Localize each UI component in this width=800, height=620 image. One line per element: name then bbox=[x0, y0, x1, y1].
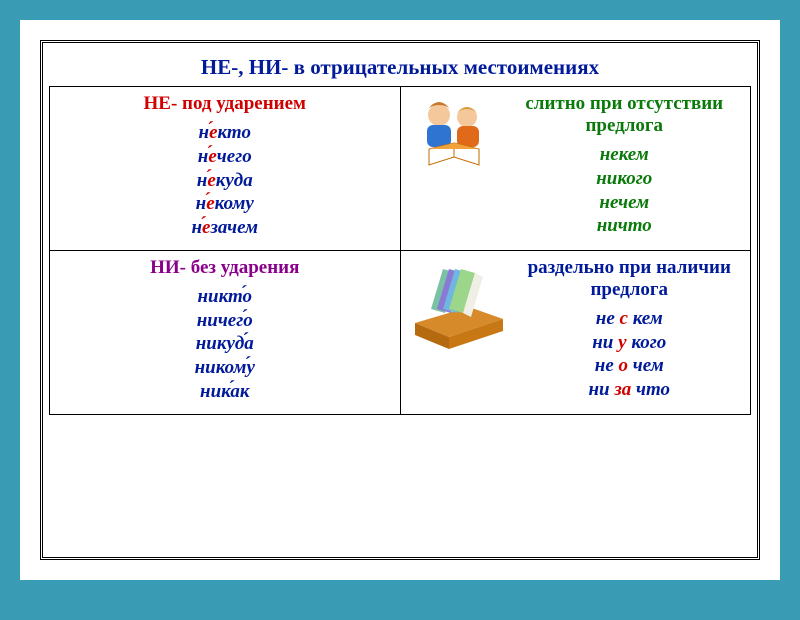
examples-together: некемникогонечемничто bbox=[507, 143, 743, 238]
examples-separate: не с кемни у когоне о чемни за что bbox=[517, 307, 743, 402]
header-ne-stressed: НЕ- под ударением bbox=[58, 93, 392, 115]
header-ni-unstressed: НИ- без ударения bbox=[58, 257, 392, 279]
rules-table: НЕ- под ударением нектонечегонекуданеком… bbox=[49, 86, 751, 415]
header-together: слитно при отсутствии предлога bbox=[507, 93, 743, 137]
slide-card: НЕ-, НИ- в отрицательных местоимениях НЕ… bbox=[20, 20, 780, 580]
books-tray-icon bbox=[409, 257, 509, 357]
examples-ni-unstressed: никтоничегоникуданикомуникак bbox=[58, 285, 392, 404]
main-title: НЕ-, НИ- в отрицательных местоимениях bbox=[49, 49, 751, 86]
children-reading-icon bbox=[409, 93, 499, 183]
examples-ne-stressed: нектонечегонекуданекомунезачем bbox=[58, 121, 392, 240]
cell-ni-unstressed: НИ- без ударения никтоничегоникуданикому… bbox=[50, 250, 401, 414]
cell-separate: раздельно при наличии предлога не с кемн… bbox=[400, 250, 751, 414]
content-frame: НЕ-, НИ- в отрицательных местоимениях НЕ… bbox=[40, 40, 760, 560]
cell-together: слитно при отсутствии предлога некемнико… bbox=[400, 87, 751, 251]
cell-ne-stressed: НЕ- под ударением нектонечегонекуданеком… bbox=[50, 87, 401, 251]
header-separate: раздельно при наличии предлога bbox=[517, 257, 743, 301]
